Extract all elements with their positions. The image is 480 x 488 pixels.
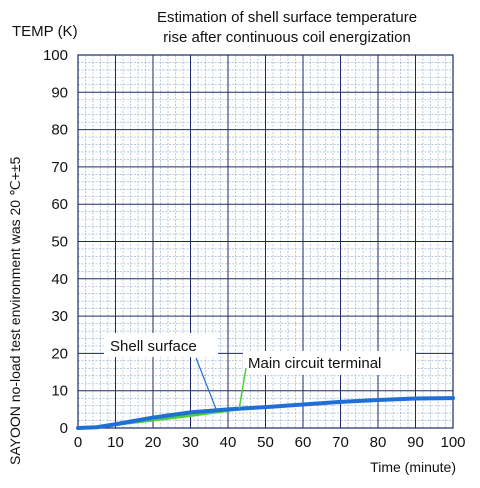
plot-frame: [77, 54, 454, 429]
y-tick-label: 80: [51, 122, 68, 139]
vertical-note: SAYOON no-load test environment was 20 ℃…: [7, 156, 23, 465]
annotation-box: [243, 351, 415, 375]
x-tick-label: 30: [182, 434, 199, 451]
annotation-main-circuit-terminal: Main circuit terminal: [248, 355, 381, 372]
y-tick-label: 100: [43, 47, 68, 64]
y-tick-label: 40: [51, 271, 68, 288]
x-tick-label: 20: [145, 434, 162, 451]
x-tick-label: 50: [257, 434, 274, 451]
x-tick-label: 100: [440, 434, 465, 451]
y-tick-label: 70: [51, 159, 68, 176]
annotation-leader-shell-surface: [195, 357, 218, 412]
series-line-shell-surface: [76, 396, 455, 430]
chart-title-line-1: Estimation of shell surface temperature: [157, 9, 417, 26]
x-tick-label: 60: [295, 434, 312, 451]
annotation-box: [104, 333, 218, 357]
y-tick-label: 0: [60, 420, 68, 437]
tick-labels: 0 10 20 30 40 50 60 70 80 90 100 0 10 20 30 40 50 60 70 80 9…: [43, 47, 466, 451]
x-tick-label: 40: [220, 434, 237, 451]
x-tick-label: 90: [407, 434, 424, 451]
y-tick-label: 10: [51, 383, 68, 400]
y-tick-label: 20: [51, 345, 68, 362]
x-tick-label: 0: [74, 434, 82, 451]
y-tick-label: 30: [51, 308, 68, 325]
x-tick-label: 80: [370, 434, 387, 451]
y-axis-label: TEMP (K): [12, 23, 78, 40]
x-tick-label: 70: [332, 434, 349, 451]
y-tick-label: 60: [51, 196, 68, 213]
annotations: Shell surface Main circuit terminal: [104, 333, 415, 412]
series-lines: [76, 396, 455, 430]
annotation-leader-main-circuit-terminal: [238, 367, 247, 409]
annotation-shell-surface: Shell surface: [110, 338, 197, 355]
x-tick-label: 10: [107, 434, 124, 451]
chart-title-line-2: rise after continuous coil energization: [163, 29, 411, 46]
y-tick-label: 90: [51, 84, 68, 101]
x-axis-label: Time (minute): [370, 459, 456, 475]
y-tick-label: 50: [51, 234, 68, 251]
